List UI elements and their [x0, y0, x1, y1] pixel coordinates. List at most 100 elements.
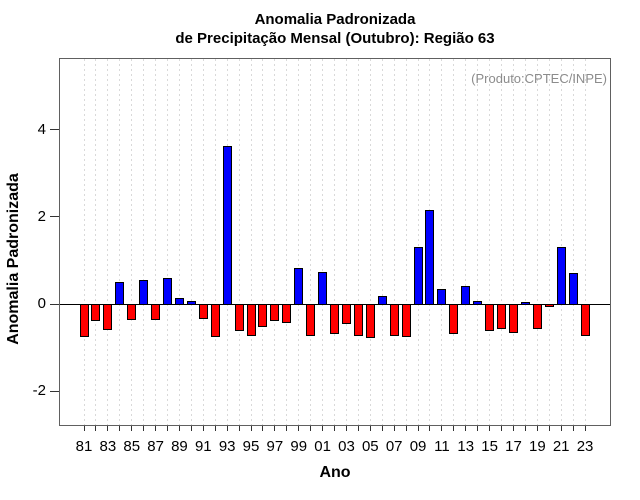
x-tick-2023 — [584, 426, 586, 431]
gridline-1996 — [262, 59, 264, 425]
gridline-2009 — [417, 59, 419, 425]
x-tick-label-2015: 15 — [481, 438, 498, 455]
y-tick-2 — [50, 216, 59, 218]
gridline-2003 — [345, 59, 347, 425]
gridline-2019 — [536, 59, 538, 425]
source-annotation: (Produto:CPTEC/INPE) — [471, 71, 607, 86]
bar-2002 — [330, 304, 340, 335]
x-tick-2016 — [501, 426, 503, 431]
x-tick-label-1993: 93 — [218, 438, 236, 455]
x-tick-2001 — [322, 426, 324, 431]
x-tick-1996 — [262, 426, 264, 431]
gridline-2006 — [381, 59, 383, 425]
x-tick-1988 — [167, 426, 168, 431]
bar-2019 — [532, 304, 542, 330]
x-tick-label-1991: 91 — [194, 438, 212, 455]
gridline-2007 — [393, 59, 395, 425]
gridline-1990 — [190, 59, 192, 425]
x-tick-label-1985: 85 — [123, 438, 141, 455]
x-tick-2021 — [560, 426, 562, 431]
x-tick-2012 — [453, 426, 455, 431]
x-tick-label-2005: 05 — [361, 438, 379, 455]
x-tick-label-2019: 19 — [528, 438, 546, 455]
y-tick-label-4: 4 — [37, 120, 46, 138]
bar-2011 — [437, 289, 447, 305]
x-tick-2002 — [334, 426, 336, 431]
gridline-2004 — [357, 59, 359, 425]
bar-1999 — [294, 268, 304, 305]
chart-title-line2: de Precipitação Mensal (Outubro): Região… — [175, 30, 495, 47]
bar-1987 — [151, 304, 161, 321]
gridline-1985 — [131, 59, 133, 425]
x-tick-2011 — [441, 426, 443, 431]
bar-2010 — [425, 209, 435, 305]
gridline-1997 — [274, 59, 276, 425]
x-tick-1986 — [143, 426, 145, 431]
gridline-2012 — [453, 59, 455, 425]
gridline-2005 — [369, 59, 371, 425]
gridline-2023 — [584, 59, 586, 425]
x-tick-2015 — [489, 426, 491, 431]
gridline-1981 — [83, 59, 85, 425]
bar-2003 — [341, 304, 351, 325]
gridline-1995 — [250, 59, 252, 425]
x-axis-title: Ano — [319, 464, 351, 481]
gridline-1986 — [143, 59, 145, 425]
gridline-1988 — [167, 59, 168, 425]
y-tick-label-2: 2 — [37, 207, 46, 225]
x-tick-2005 — [369, 426, 371, 431]
x-tick-1984 — [119, 426, 121, 431]
bar-1998 — [282, 304, 292, 323]
x-tick-label-1981: 81 — [75, 438, 93, 455]
x-tick-2022 — [572, 426, 574, 431]
gridline-2022 — [572, 59, 574, 425]
x-tick-1981 — [83, 426, 85, 431]
x-tick-2010 — [429, 426, 431, 431]
bar-2007 — [389, 304, 399, 336]
gridline-2017 — [512, 59, 514, 425]
x-tick-1990 — [190, 426, 192, 431]
x-tick-2008 — [405, 426, 407, 431]
x-tick-label-1989: 89 — [171, 438, 188, 455]
gridline-2000 — [310, 59, 312, 425]
x-tick-label-2017: 17 — [505, 438, 522, 455]
bar-1992 — [210, 304, 220, 337]
x-tick-1995 — [250, 426, 252, 431]
x-tick-1993 — [226, 426, 228, 431]
x-tick-1997 — [274, 426, 276, 431]
bar-2004 — [353, 304, 363, 336]
x-tick-1982 — [95, 426, 97, 431]
gridline-1984 — [119, 59, 121, 425]
gridline-1999 — [298, 59, 300, 425]
x-tick-label-1995: 95 — [242, 438, 260, 455]
x-tick-1999 — [298, 426, 300, 431]
x-tick-2003 — [345, 426, 347, 431]
bar-2009 — [413, 247, 423, 305]
y-tick--2 — [50, 390, 59, 392]
gridline-2015 — [489, 59, 491, 425]
y-tick-label--2: -2 — [32, 382, 46, 400]
bar-1985 — [127, 304, 137, 321]
gridline-1998 — [286, 59, 288, 425]
x-tick-2004 — [357, 426, 359, 431]
x-tick-label-1997: 97 — [266, 438, 284, 455]
bar-2021 — [556, 246, 566, 305]
x-tick-1987 — [155, 426, 157, 431]
gridline-1992 — [214, 59, 216, 425]
x-tick-label-2023: 23 — [576, 438, 594, 455]
x-tick-1998 — [286, 426, 288, 431]
gridline-2002 — [334, 59, 336, 425]
bar-2005 — [365, 304, 375, 339]
gridline-1983 — [107, 59, 109, 425]
bar-1997 — [270, 304, 280, 322]
x-tick-1983 — [107, 426, 109, 431]
bar-2017 — [508, 304, 518, 333]
bar-2008 — [401, 304, 411, 337]
bar-1986 — [139, 280, 149, 305]
gridline-2008 — [405, 59, 407, 425]
gridline-2016 — [501, 59, 503, 425]
bar-2012 — [449, 304, 459, 335]
x-tick-2017 — [512, 426, 514, 431]
gridline-1987 — [155, 59, 157, 425]
